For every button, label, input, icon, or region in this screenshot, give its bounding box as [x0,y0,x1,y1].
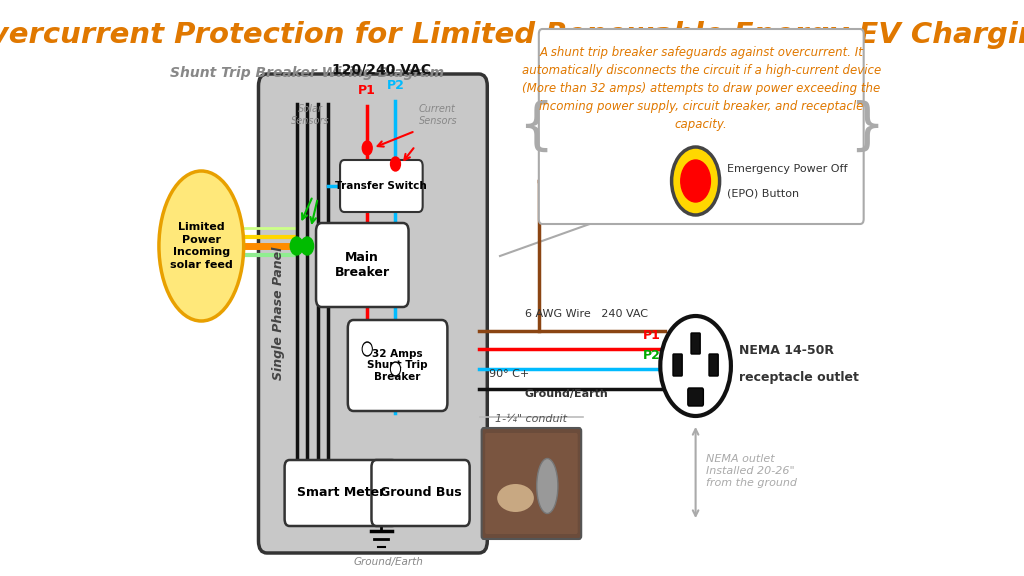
FancyBboxPatch shape [340,160,423,212]
Text: 90° C+: 90° C+ [489,369,529,379]
Text: A shunt trip breaker safeguards against overcurrent. It
automatically disconnect: A shunt trip breaker safeguards against … [521,46,881,131]
Text: Shunt Trip Breaker Wiring Diagram: Shunt Trip Breaker Wiring Diagram [170,66,444,80]
Text: receptacle outlet: receptacle outlet [739,372,859,385]
Circle shape [301,237,313,255]
Circle shape [390,157,400,171]
Text: 120/240 VAC: 120/240 VAC [332,62,431,76]
Text: Overcurrent Protection for Limited Renewable Energy EV Charging: Overcurrent Protection for Limited Renew… [0,21,1024,49]
Circle shape [391,363,399,374]
Text: (EPO) Button: (EPO) Button [727,188,800,198]
FancyBboxPatch shape [258,74,487,553]
Ellipse shape [537,458,558,513]
FancyBboxPatch shape [673,354,682,376]
Text: Ground/Earth: Ground/Earth [524,389,608,399]
Text: P2: P2 [643,349,660,362]
Text: }: } [850,100,885,153]
Circle shape [362,141,372,155]
Text: P1: P1 [643,329,660,342]
Circle shape [660,316,731,416]
Text: Current
Sensors: Current Sensors [419,104,458,126]
Circle shape [290,237,303,255]
Text: Emergency Power Off: Emergency Power Off [727,164,848,174]
Ellipse shape [498,484,534,512]
FancyBboxPatch shape [481,428,582,539]
Text: P1: P1 [358,84,376,97]
Text: {: { [517,100,553,153]
Text: 1-¼" conduit: 1-¼" conduit [496,414,567,424]
Circle shape [364,343,371,354]
FancyBboxPatch shape [372,460,470,526]
Text: P2: P2 [386,79,404,92]
FancyBboxPatch shape [539,29,863,224]
Text: 32 Amps
Shunt Trip
Breaker: 32 Amps Shunt Trip Breaker [368,349,428,382]
Text: Ground Bus: Ground Bus [380,487,462,499]
Text: Main
Breaker: Main Breaker [335,251,390,279]
FancyBboxPatch shape [709,354,718,376]
Text: 6 AWG Wire   240 VAC: 6 AWG Wire 240 VAC [524,309,648,319]
FancyBboxPatch shape [688,388,703,406]
Circle shape [390,362,400,376]
Text: Solar
Sensors: Solar Sensors [292,104,330,126]
Text: Transfer Switch: Transfer Switch [336,181,427,191]
Text: Single Phase Panel: Single Phase Panel [272,247,286,380]
Circle shape [681,160,711,202]
FancyBboxPatch shape [485,433,578,534]
FancyBboxPatch shape [316,223,409,307]
Ellipse shape [159,171,244,321]
FancyBboxPatch shape [285,460,397,526]
Circle shape [362,342,372,356]
Text: NEMA outlet
Installed 20-26"
from the ground: NEMA outlet Installed 20-26" from the gr… [707,454,798,488]
Text: Ground/Earth: Ground/Earth [353,557,423,567]
FancyBboxPatch shape [691,333,700,354]
FancyBboxPatch shape [348,320,447,411]
Text: NEMA 14-50R: NEMA 14-50R [739,344,835,358]
Text: Smart Meter: Smart Meter [297,487,385,499]
Text: Limited
Power
Incoming
solar feed: Limited Power Incoming solar feed [170,222,232,270]
Circle shape [672,147,720,215]
